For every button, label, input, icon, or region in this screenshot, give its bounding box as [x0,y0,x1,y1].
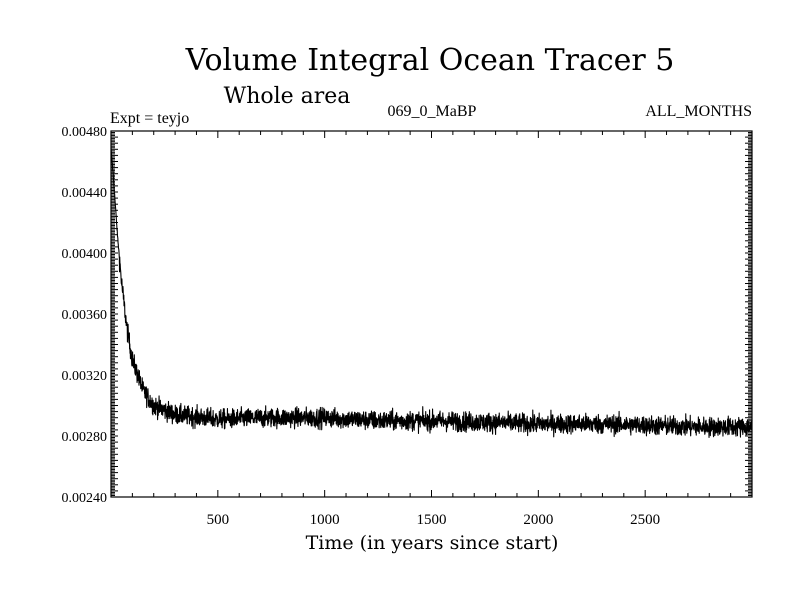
y-tick-label: 0.00400 [62,247,108,262]
x-axis-label: Time (in years since start) [306,532,559,554]
plot-frame [110,130,753,498]
chart-title: Volume Integral Ocean Tracer 5 [185,43,675,78]
x-tick-label: 1000 [310,512,340,528]
plot-area: 0.00240 0.00280 0.00320 0.00360 0.00400 0.004… [62,125,753,528]
series-line-tracer5 [110,148,753,438]
months-annotation: ALL_MONTHS [645,103,752,120]
y-tick-label: 0.00440 [62,186,108,201]
y-tick-label: 0.00320 [62,369,108,384]
y-tick-label: 0.00280 [62,430,108,445]
y-tick-label: 0.00360 [62,308,108,323]
y-tick-label: 0.00240 [62,491,108,506]
x-tick-label: 1500 [417,512,447,528]
x-tick-label: 500 [207,512,230,528]
y-tick-label: 0.00480 [62,125,108,140]
x-tick-label: 2000 [523,512,553,528]
experiment-annotation: Expt = teyjo [110,110,189,127]
x-tick-label: 2500 [630,512,660,528]
chart-subtitle: Whole area [224,84,351,109]
period-annotation: 069_0_MaBP [388,103,477,120]
